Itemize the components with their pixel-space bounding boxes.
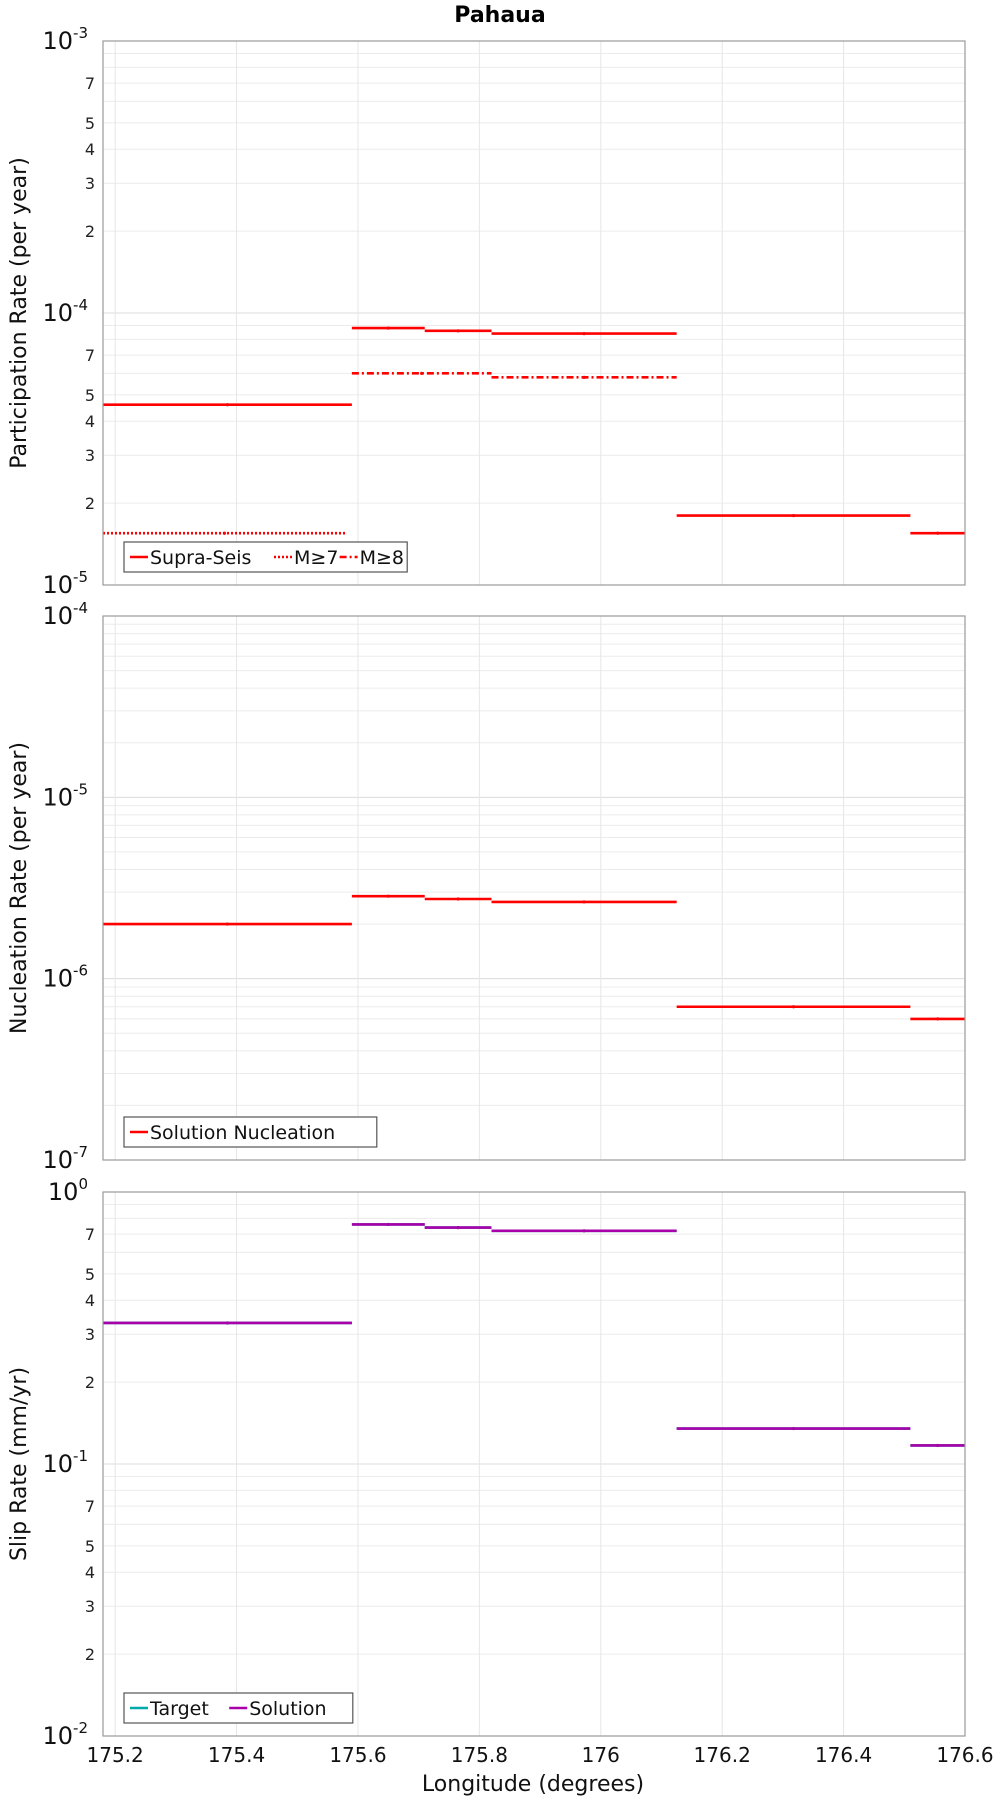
y-tick-label: 10-4 — [42, 599, 88, 630]
data-point — [225, 403, 230, 407]
legend-label: Supra-Seis — [150, 547, 251, 569]
plot-frame — [102, 40, 966, 586]
plot-frame — [102, 615, 966, 1161]
y-axis-label: Participation Rate (per year) — [7, 157, 32, 469]
y-minor-tick-label: 5 — [85, 1265, 95, 1284]
legend-label: Solution Nucleation — [150, 1122, 335, 1144]
y-tick-label: 10-1 — [42, 1447, 88, 1478]
y-minor-tick-label: 3 — [85, 1597, 95, 1616]
chart-title: Pahaua — [454, 3, 545, 28]
y-minor-tick-label: 2 — [85, 222, 95, 241]
data-point — [936, 1017, 940, 1021]
y-minor-tick-label: 5 — [85, 386, 95, 405]
y-minor-tick-label: 3 — [85, 1325, 95, 1344]
panel-3: 100 10-1 10-2 7 5 4 3 2 7 5 4 3 2 Slip Rate (mm/yr) Ta… — [7, 1175, 966, 1750]
x-tick-label: 176 — [582, 1743, 620, 1767]
y-minor-tick-label: 7 — [85, 1225, 95, 1244]
panel-2: 10-4 10-5 10-6 10-7 Nucleation Rate (per yea… — [7, 599, 966, 1174]
y-minor-tick-label: 4 — [85, 1563, 95, 1582]
y-tick-label: 10-5 — [42, 568, 88, 599]
data-point — [582, 900, 586, 904]
y-minor-tick-label: 7 — [85, 74, 95, 93]
data-point — [225, 922, 230, 926]
data-point — [456, 1225, 460, 1230]
data-point — [791, 1426, 796, 1431]
data-point — [386, 326, 390, 330]
panel-1: 10-3 10-4 10-5 7 5 4 3 2 7 5 4 3 2 Participation Rate… — [7, 24, 966, 599]
x-axis-label: Longitude (degrees) — [422, 1772, 644, 1797]
data-point — [791, 1005, 796, 1009]
data-point — [582, 331, 586, 336]
legend: Target Solution — [123, 1692, 354, 1724]
y-tick-label: 10-5 — [42, 780, 88, 811]
legend-label: M≥8 — [360, 547, 404, 569]
x-tick-label: 175.8 — [451, 1743, 508, 1767]
data-point — [386, 894, 390, 898]
y-minor-tick-label: 2 — [85, 494, 95, 513]
legend-box — [123, 541, 408, 573]
y-minor-tick-label: 5 — [85, 114, 95, 133]
x-tick-label: 176.6 — [936, 1743, 993, 1767]
y-tick-label: 10-2 — [42, 1719, 88, 1750]
plot-frame — [102, 1191, 966, 1737]
y-minor-tick-label: 4 — [85, 140, 95, 159]
data-point — [386, 1222, 390, 1227]
y-minor-tick-label: 2 — [85, 1373, 95, 1392]
data-point — [456, 897, 460, 901]
legend-label: M≥7 — [294, 547, 338, 569]
legend: Solution Nucleation — [123, 1116, 378, 1148]
y-minor-tick-label: 4 — [85, 1291, 95, 1310]
data-point — [582, 1229, 586, 1233]
y-minor-tick-label: 4 — [85, 412, 95, 431]
data-point — [791, 513, 796, 518]
data-point — [222, 531, 227, 535]
x-tick-label: 175.4 — [208, 1743, 265, 1767]
plot-area — [103, 616, 965, 1160]
y-tick-label: 100 — [48, 1175, 88, 1206]
data-point — [456, 329, 460, 333]
y-minor-tick-label: 5 — [85, 1537, 95, 1556]
y-minor-tick-label: 7 — [85, 346, 95, 365]
x-tick-label: 175.2 — [87, 1743, 144, 1767]
y-axis-label: Nucleation Rate (per year) — [7, 742, 32, 1034]
data-point — [582, 375, 586, 379]
x-tick-label: 176.2 — [694, 1743, 751, 1767]
data-point — [936, 531, 940, 535]
y-minor-tick-label: 3 — [85, 174, 95, 193]
y-axis-label: Slip Rate (mm/yr) — [7, 1367, 32, 1561]
y-minor-tick-label: 3 — [85, 446, 95, 465]
y-minor-tick-label: 2 — [85, 1645, 95, 1664]
data-point — [420, 371, 424, 375]
data-point — [225, 1321, 230, 1325]
legend-box — [123, 1116, 378, 1148]
y-tick-label: 10-4 — [42, 296, 88, 327]
legend-label: Target — [149, 1698, 209, 1720]
y-tick-label: 10-7 — [42, 1143, 88, 1174]
legend: Supra-Seis M≥7 M≥8 — [123, 541, 408, 573]
data-point — [936, 1443, 940, 1448]
x-tick-label: 176.4 — [815, 1743, 872, 1767]
legend-label: Solution — [249, 1698, 326, 1720]
x-tick-label: 175.6 — [329, 1743, 386, 1767]
y-tick-label: 10-3 — [42, 24, 88, 55]
y-tick-label: 10-6 — [42, 962, 88, 993]
y-minor-tick-label: 7 — [85, 1497, 95, 1516]
